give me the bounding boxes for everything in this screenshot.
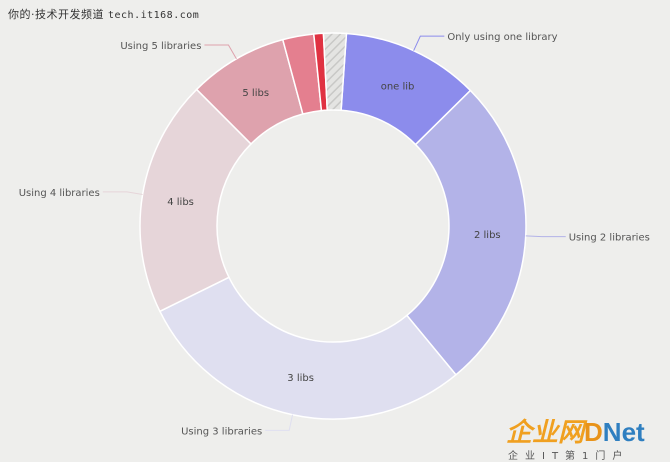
slice-3-libs (158, 276, 457, 420)
callout-only-using-one-library: Only using one library (447, 32, 557, 43)
site-url: tech.it168.com (108, 10, 200, 21)
logo-net-text: Net (602, 417, 645, 447)
slice-label-5-libs: 5 libs (242, 88, 269, 99)
site-watermark: 你的·技术开发频道 tech.it168.com (8, 6, 199, 22)
logo-cn-text: 企业网 (506, 417, 585, 447)
chart-callouts: Only using one library Using 2 libraries U… (19, 32, 650, 437)
leader-line-4-libs (102, 191, 143, 195)
chart-slices (139, 32, 527, 420)
leader-line-3-libs (265, 414, 294, 431)
callout-using-5-libraries: Using 5 libraries (120, 41, 201, 52)
logo-d-text: D (584, 417, 603, 447)
slice-label-one-lib: one lib (381, 82, 415, 93)
site-label: 你的·技术开发频道 (8, 8, 104, 21)
logo-tagline: 企业IT第1门户 (508, 451, 630, 462)
callout-using-3-libraries: Using 3 libraries (181, 426, 262, 437)
callout-using-2-libraries: Using 2 libraries (569, 233, 650, 244)
dnet-logo: 企业网DNet 企业IT第1门户 (506, 417, 666, 462)
slice-2-libs (405, 89, 527, 376)
slice-label-2-libs: 2 libs (474, 230, 501, 241)
callout-using-4-libraries: Using 4 libraries (19, 188, 100, 199)
leader-line-one-lib (413, 35, 445, 51)
chart-leader-lines (102, 35, 566, 431)
chart-slice-labels: one lib 2 libs 3 libs 4 libs 5 libs (167, 82, 500, 384)
slice-minor-7 (322, 32, 348, 112)
slice-label-3-libs: 3 libs (287, 373, 314, 384)
slice-label-4-libs: 4 libs (167, 197, 194, 208)
leader-line-2-libs (525, 235, 566, 238)
leader-line-5-libs (204, 44, 237, 60)
